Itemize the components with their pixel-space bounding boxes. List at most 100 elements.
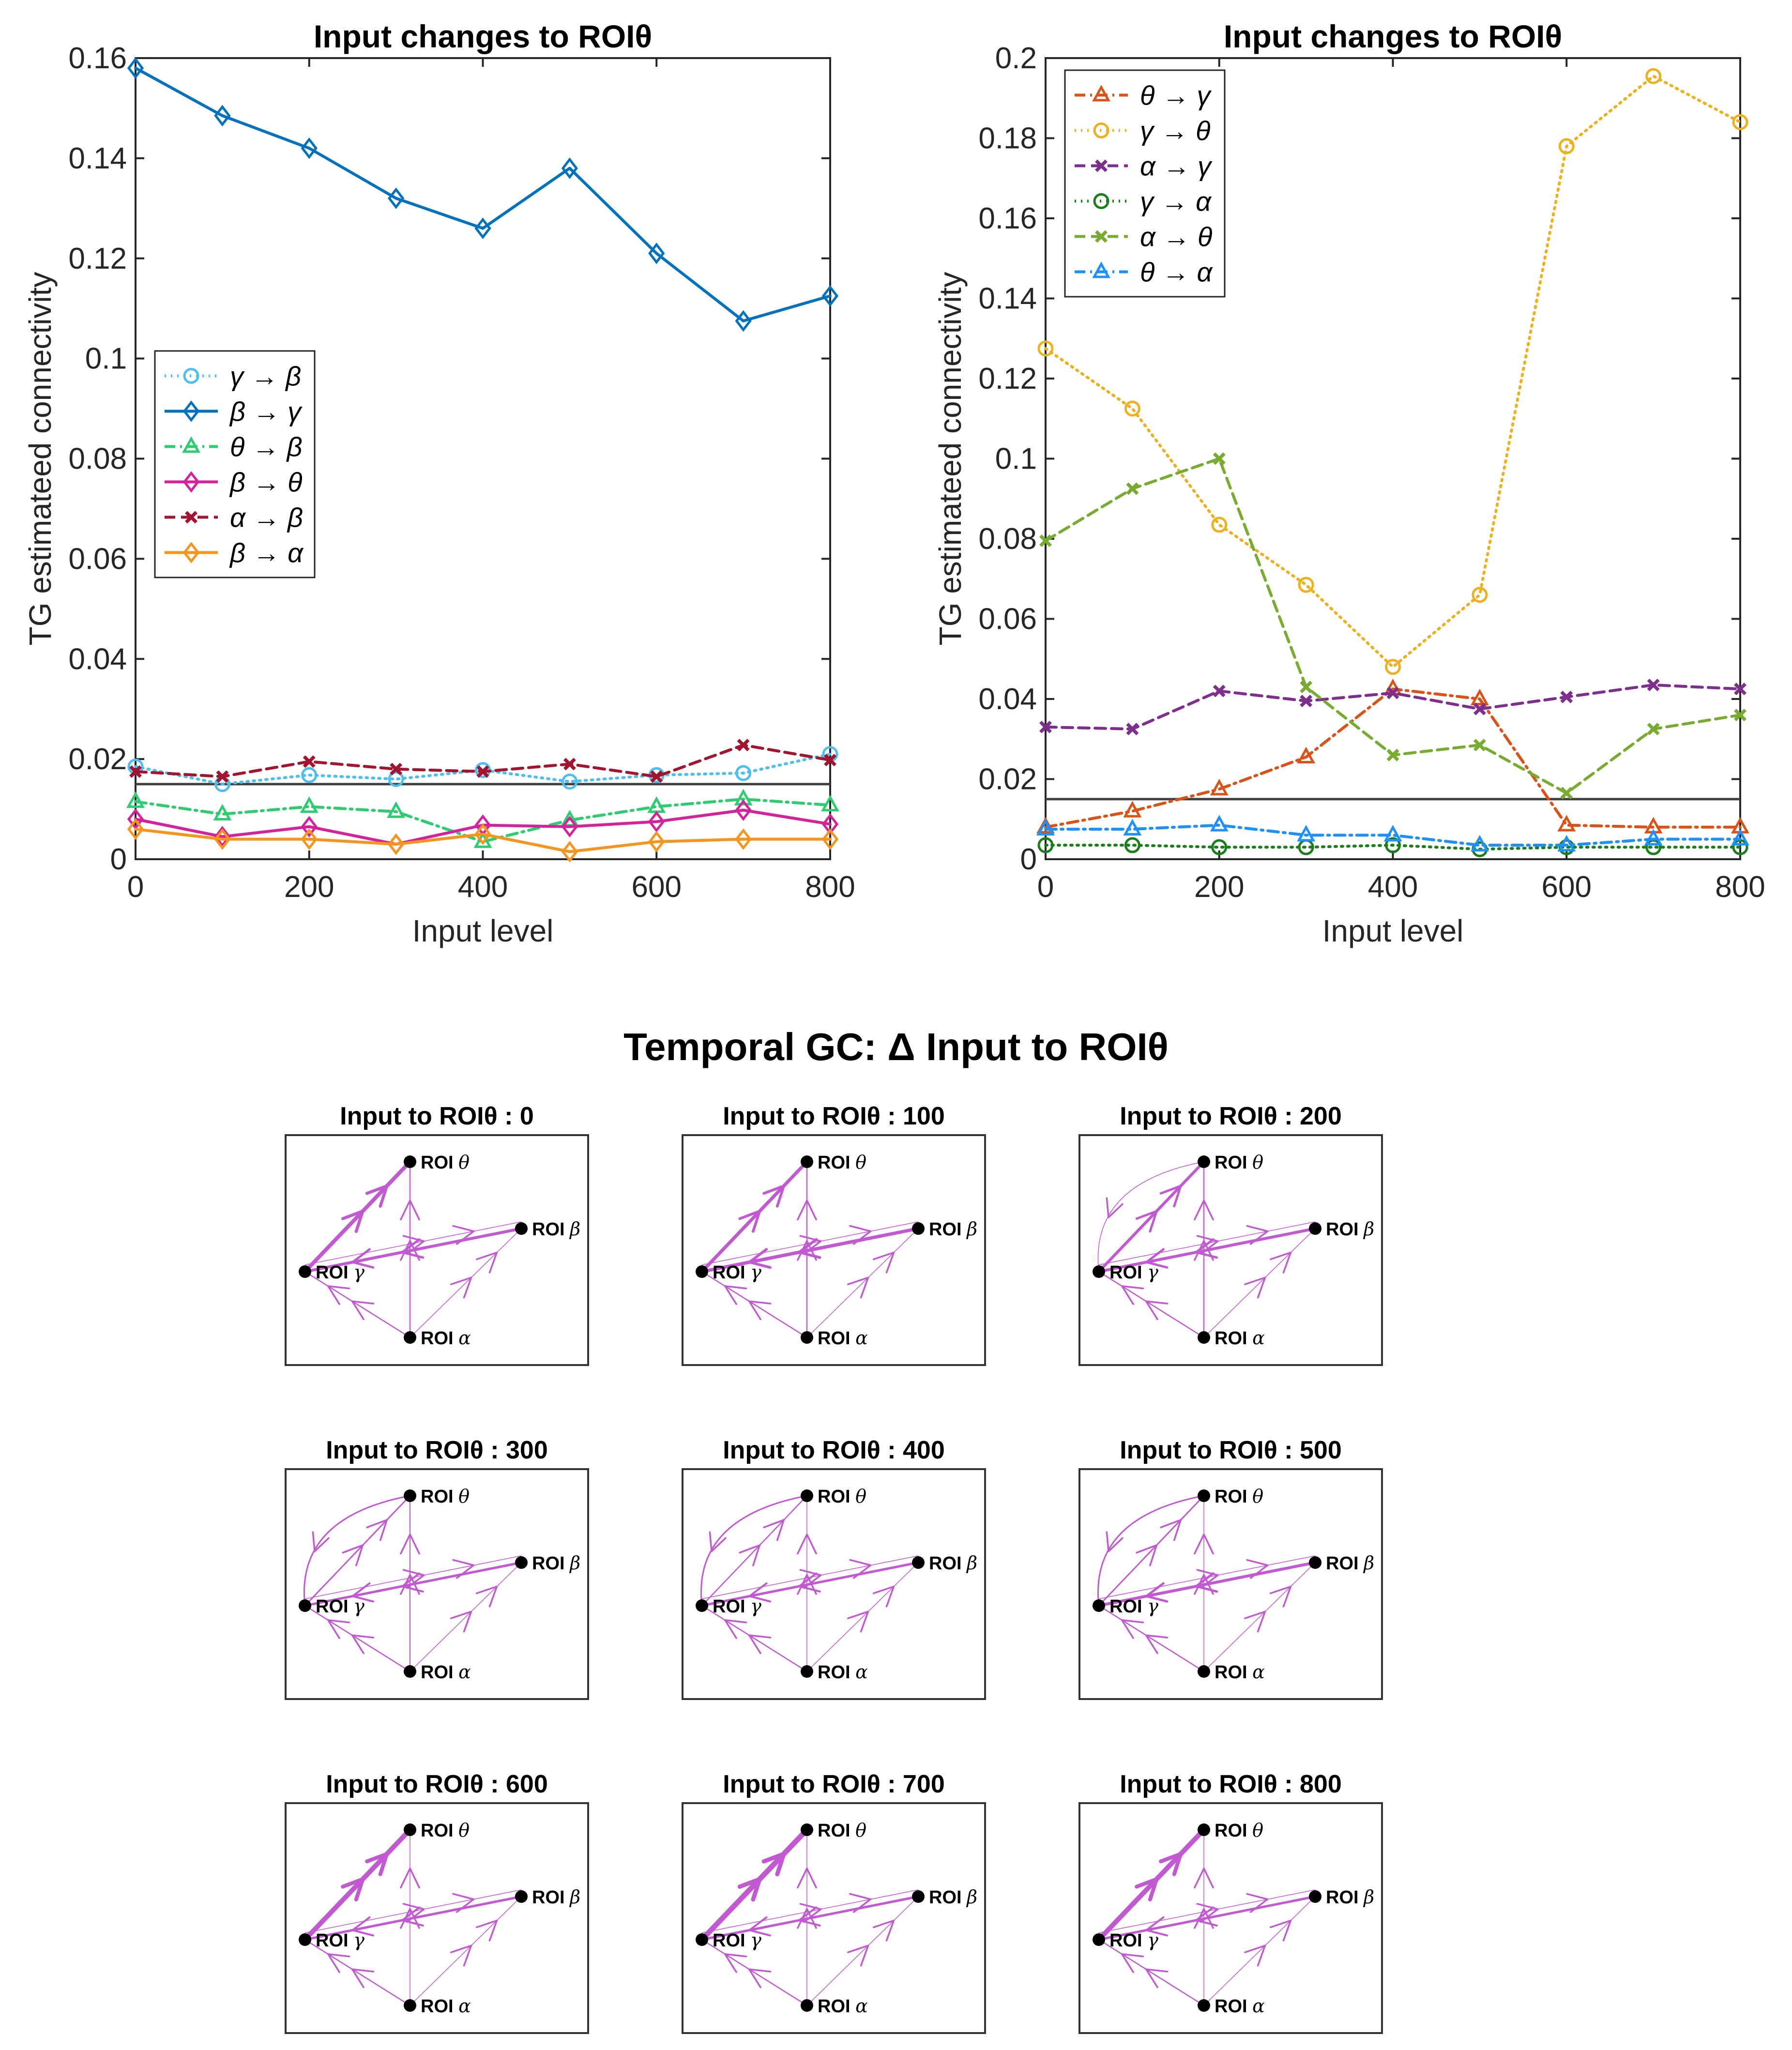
network-node xyxy=(1093,1933,1105,1946)
panel-title: Input to ROIθ : 200 xyxy=(1120,1102,1342,1130)
edge-arrowhead xyxy=(327,1285,350,1305)
diamond-marker xyxy=(301,137,318,159)
edge-arrowhead xyxy=(351,1300,375,1321)
legend-entry-label: β → α xyxy=(229,538,304,568)
legend-entry-label: θ → γ xyxy=(1140,80,1212,111)
edge-arrowhead xyxy=(341,1209,364,1233)
diamond-marker xyxy=(214,828,231,850)
diamond-marker xyxy=(561,157,578,179)
diamond-marker xyxy=(301,816,318,838)
node-label: ROI β xyxy=(1326,1218,1374,1240)
y-tick-label: 0.02 xyxy=(68,743,127,776)
x-marker xyxy=(1213,452,1226,465)
network-node xyxy=(515,1890,528,1903)
edge-arrowhead xyxy=(1194,1908,1214,1929)
node-label: ROI θ xyxy=(1215,1820,1263,1841)
panel-title: Input to ROIθ : 0 xyxy=(340,1102,534,1130)
legend-entry-label: θ → α xyxy=(1140,257,1213,288)
edge-alpha-gamma xyxy=(304,1939,411,2006)
x-marker xyxy=(1126,482,1139,495)
legend-entry-label: θ → β xyxy=(230,432,303,462)
triangle-marker xyxy=(1092,261,1110,278)
node-label-symbol: β xyxy=(1363,1218,1374,1240)
node-label-symbol: γ xyxy=(353,1261,364,1283)
chart-title: Input changes to ROIθ xyxy=(1224,18,1562,54)
legend-entry-label: α → β xyxy=(230,502,303,533)
diamond-marker xyxy=(474,217,491,239)
network-node xyxy=(515,1556,528,1569)
chart-right: 0 200 400 600 800 0 0.02 0.04 0.06 0.08 0.1 0.12 0.1… xyxy=(933,18,1765,948)
network-panel: Input to ROIθ : 100 ROI θ ROI β ROI γ ROI α xyxy=(682,1102,986,1366)
edge-arrowhead xyxy=(847,1944,869,1967)
edge-arrowhead xyxy=(797,1574,817,1595)
x-marker xyxy=(1473,739,1486,752)
y-tick-label: 0.08 xyxy=(978,522,1037,556)
edge-arrowhead xyxy=(327,1619,350,1639)
edge-arrowhead xyxy=(1246,1559,1269,1579)
network-panel: Input to ROIθ : 600 ROI θ ROI β ROI γ ROI α xyxy=(285,1770,589,2034)
edge-gamma-theta xyxy=(303,1827,412,1942)
edge-arrowhead xyxy=(1159,1852,1183,1876)
legend-entry-label: γ → α xyxy=(1140,186,1212,217)
diamond-marker xyxy=(214,826,231,848)
edge-arrowhead xyxy=(327,1953,350,1973)
edge-arrowhead xyxy=(1196,1235,1219,1255)
legend-entry-label: γ → θ xyxy=(1140,116,1211,146)
triangle-marker xyxy=(1297,825,1316,842)
edge-gamma-beta xyxy=(304,1555,522,1599)
edge-alpha-gamma xyxy=(1098,1271,1205,1338)
edge-arrowhead xyxy=(1160,1519,1182,1541)
network-panel: Input to ROIθ : 700 ROI θ ROI β ROI γ ROI α xyxy=(682,1770,986,2034)
network-node xyxy=(1198,1823,1210,1836)
series-5 xyxy=(127,818,839,863)
node-label: ROI α xyxy=(818,1995,868,2017)
edge-gamma-beta xyxy=(701,1221,919,1265)
edge-arrowhead xyxy=(1195,1238,1218,1259)
x-tick-label: 0 xyxy=(1037,870,1054,904)
edge-gamma-theta xyxy=(701,1495,808,1607)
edge-alpha-beta xyxy=(806,1896,919,2006)
node-label: ROI α xyxy=(421,1327,471,1349)
node-label: ROI β xyxy=(532,1552,580,1574)
node-label-symbol: α xyxy=(458,1661,471,1683)
node-label-symbol: γ xyxy=(750,1595,761,1617)
edge-arrowhead xyxy=(849,1225,872,1245)
edge-arrowhead xyxy=(1194,1574,1214,1595)
x-tick-label: 800 xyxy=(805,870,855,904)
diamond-marker xyxy=(821,813,839,835)
edge-arrowhead xyxy=(1145,1916,1168,1937)
edge-arrowhead xyxy=(1194,1534,1214,1555)
edge-arrowhead xyxy=(798,1906,821,1927)
series-line xyxy=(134,66,832,323)
edge-arrowhead xyxy=(799,1569,822,1589)
edge-arrowhead xyxy=(365,1852,389,1876)
x-marker xyxy=(1734,709,1746,722)
network-node xyxy=(696,1265,708,1278)
diamond-marker xyxy=(182,471,200,493)
legend-entry-label: β → γ xyxy=(229,396,303,427)
node-label: ROI θ xyxy=(818,1486,866,1507)
edge-gamma-theta xyxy=(699,1827,810,1943)
edge-arrowhead xyxy=(724,1619,747,1639)
edge-arrowhead xyxy=(475,1251,498,1274)
edge-theta-gamma-arc xyxy=(304,1495,410,1606)
node-label: ROI θ xyxy=(1215,1486,1263,1507)
y-tick-label: 0.12 xyxy=(978,362,1037,395)
triangle-marker xyxy=(734,789,753,805)
network-node xyxy=(801,1999,813,2012)
x-marker xyxy=(1039,534,1052,547)
x-marker xyxy=(563,758,576,771)
diamond-marker xyxy=(735,828,752,850)
edge-gamma-beta xyxy=(1098,1889,1316,1933)
node-label-symbol: γ xyxy=(353,1595,364,1617)
edge-arrowhead xyxy=(748,1582,771,1603)
edge-arrowhead xyxy=(1194,1200,1214,1221)
node-label: ROI β xyxy=(532,1218,580,1240)
node-label-symbol: θ xyxy=(855,1486,866,1507)
diamond-marker xyxy=(648,243,665,264)
series-line xyxy=(134,797,832,843)
x-marker xyxy=(390,762,403,775)
diamond-marker xyxy=(214,105,231,127)
x-marker xyxy=(216,770,229,783)
edge-arrowhead xyxy=(400,1868,420,1889)
